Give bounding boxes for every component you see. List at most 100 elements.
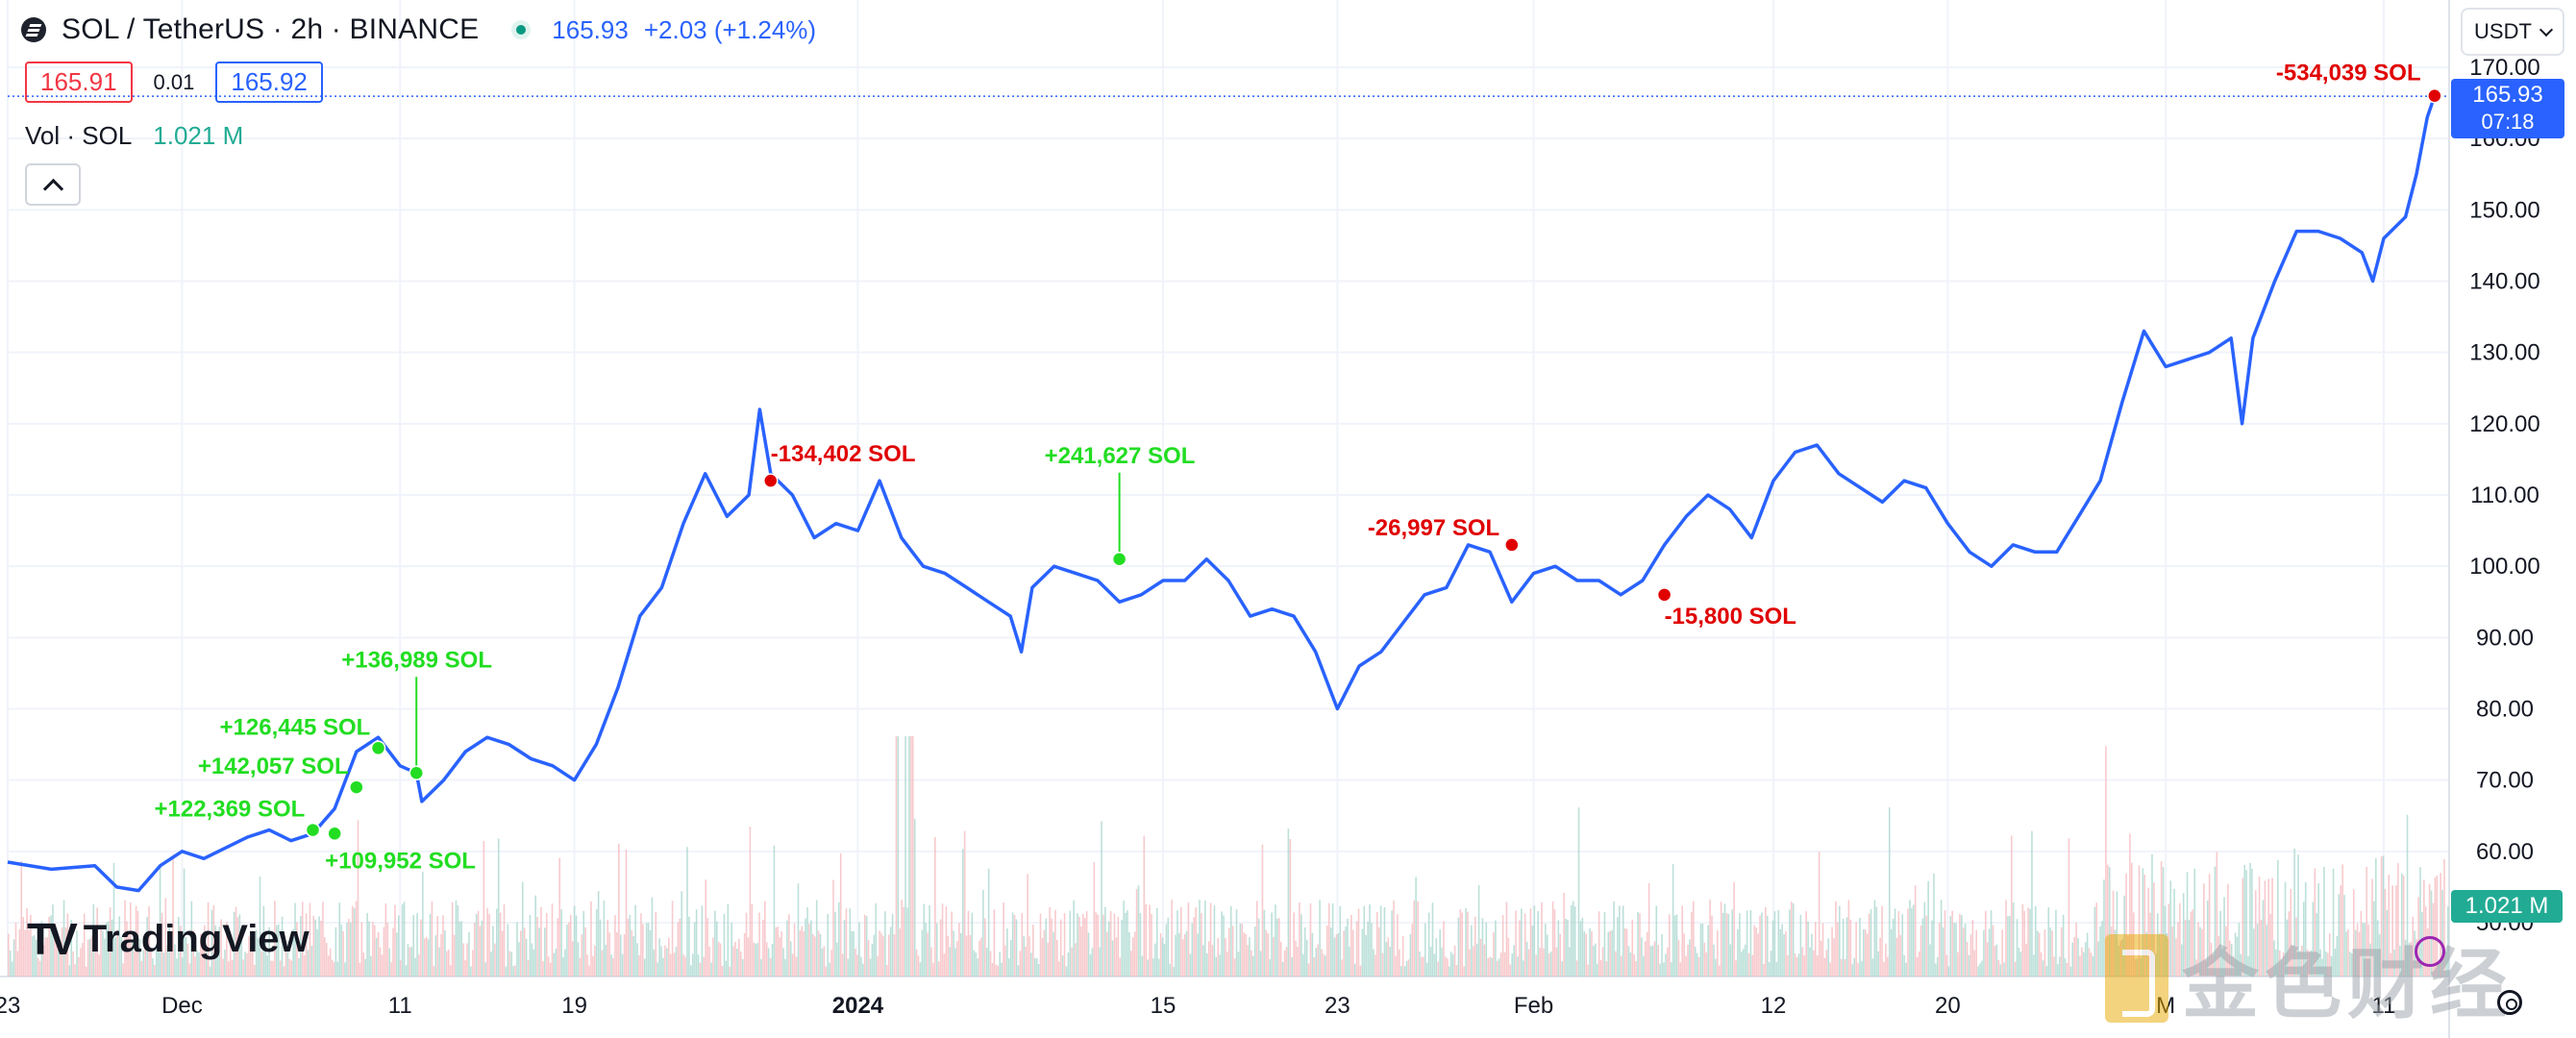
volume-bar <box>901 900 904 976</box>
volume-bar <box>660 946 662 976</box>
volume-bar <box>1391 910 1393 976</box>
volume-bar <box>2319 949 2321 976</box>
volume-bar <box>961 849 964 976</box>
time-axis[interactable]: 23Dec111920241523Feb1220M11 <box>0 993 2395 1019</box>
volume-bar <box>2428 883 2431 976</box>
volume-bar <box>714 910 716 976</box>
volume-bar <box>2019 952 2022 976</box>
volume-bar <box>1202 945 1204 976</box>
volume-bar <box>1377 927 1380 976</box>
volume-legend[interactable]: Vol · SOL 1.021 M <box>25 121 243 151</box>
volume-bar <box>1453 945 1456 976</box>
volume-bar <box>1281 961 1284 976</box>
buy-button[interactable]: 165.92 <box>215 62 323 103</box>
volume-bar <box>1054 909 1056 976</box>
volume-bar <box>2419 867 2421 976</box>
volume-bar <box>2066 963 2068 976</box>
volume-bar <box>984 918 986 976</box>
volume-bar <box>917 955 920 976</box>
volume-bar <box>510 952 512 976</box>
volume-bar <box>264 939 267 976</box>
volume-bar <box>1555 947 1558 976</box>
volume-bar <box>1009 940 1012 976</box>
volume-bar <box>1269 959 1271 976</box>
volume-bar <box>1964 923 1967 976</box>
volume-bar <box>85 966 87 976</box>
volume-bar <box>727 903 730 976</box>
volume-bar <box>233 911 235 976</box>
volume-bar <box>723 913 726 976</box>
trade-markers: +122,369 SOL +109,952 SOL +142,057 SOL +126… <box>155 61 2442 874</box>
volume-bar <box>989 951 992 976</box>
volume-bar <box>801 926 804 976</box>
volume-bar <box>205 946 208 976</box>
volume-bar <box>33 935 36 976</box>
volume-bar <box>253 964 256 976</box>
symbol-title[interactable]: SOL / TetherUS · 2h · BINANCE <box>62 13 480 45</box>
collapse-legend-button[interactable] <box>25 163 81 206</box>
volume-bar <box>1091 948 1094 976</box>
volume-bar <box>1853 957 1855 976</box>
volume-bar <box>12 939 15 976</box>
volume-bar <box>1955 923 1957 976</box>
volume-bar <box>843 920 846 976</box>
volume-bar <box>1143 835 1146 976</box>
volume-bar <box>1032 924 1034 976</box>
volume-bar <box>14 922 17 976</box>
volume-bar <box>1431 902 1434 976</box>
volume-bar <box>2182 893 2185 976</box>
price-axis[interactable]: 170.00160.00150.00140.00130.00120.00110.… <box>2469 55 2539 936</box>
volume-bar <box>1629 952 1632 976</box>
volume-bar <box>1765 906 1767 976</box>
volume-bar <box>259 877 261 976</box>
volume-bar <box>1487 957 1489 976</box>
volume-bar <box>937 961 940 976</box>
volume-bar <box>202 933 204 976</box>
volume-bar <box>666 948 668 976</box>
volume-bar <box>715 921 718 976</box>
volume-bar <box>1459 909 1462 976</box>
settings-gear-icon[interactable] <box>2497 990 2522 1015</box>
volume-bar <box>579 957 582 976</box>
volume-bar <box>2343 895 2345 976</box>
volume-bar <box>655 911 657 976</box>
volume-bar <box>2068 838 2070 976</box>
volume-bar <box>107 921 110 976</box>
volume-bar <box>1271 912 1273 976</box>
volume-bar <box>1953 922 1955 976</box>
volume-bar <box>2334 948 2337 976</box>
volume-bar <box>1818 852 1821 976</box>
volume-bar <box>50 915 52 976</box>
volume-bar <box>1797 953 1800 976</box>
volume-bar <box>1849 919 1852 976</box>
volume-bar <box>1157 958 1160 976</box>
tradingview-logo[interactable]: TV TradingView <box>27 913 310 965</box>
volume-bar <box>1025 946 1027 976</box>
volume-bar <box>1639 913 1641 976</box>
volume-bar <box>1004 945 1006 976</box>
sell-button[interactable]: 165.91 <box>25 62 133 103</box>
volume-bar <box>1473 946 1474 976</box>
volume-bar <box>1093 861 1096 976</box>
volume-bar <box>514 965 516 976</box>
volume-bar <box>2171 927 2173 976</box>
volume-bar <box>521 881 524 976</box>
volume-bar <box>927 932 929 976</box>
volume-bar <box>281 916 284 976</box>
volume-bar <box>1407 959 1410 976</box>
volume-bar <box>222 958 224 976</box>
volume-bar <box>1471 925 1473 976</box>
volume-bar <box>1687 945 1689 976</box>
clock-icon[interactable] <box>2415 936 2445 967</box>
volume-bar <box>16 951 19 976</box>
currency-selector[interactable]: USDT <box>2461 8 2564 56</box>
volume-bar <box>1199 900 1201 976</box>
volume-bar <box>42 945 45 976</box>
volume-bar <box>410 947 413 976</box>
volume-bar <box>1747 952 1750 976</box>
volume-bar <box>2033 954 2035 976</box>
volume-bar <box>1525 941 1528 976</box>
volume-bar <box>978 940 980 976</box>
volume-bar <box>2073 937 2075 976</box>
